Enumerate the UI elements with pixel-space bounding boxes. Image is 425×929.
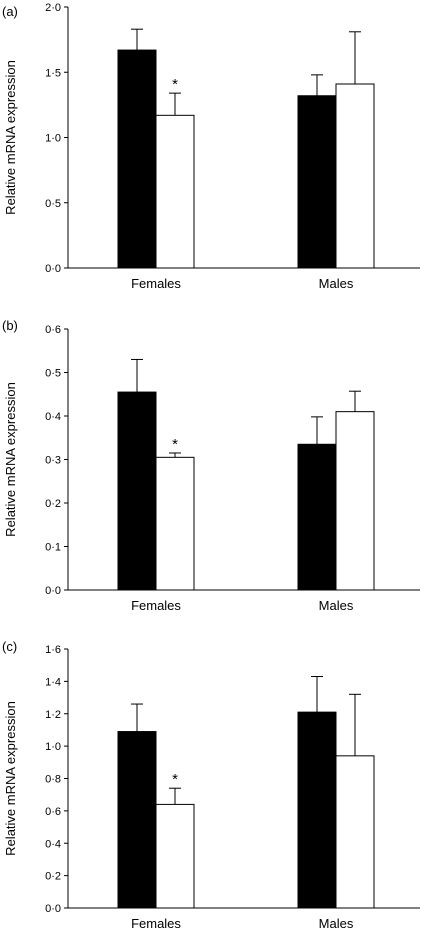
bar-females-black: [117, 731, 157, 909]
y-axis-label: Relative mRNA expression: [3, 701, 18, 856]
y-tick-label: 1·5: [45, 67, 61, 79]
y-tick-label: 1·0: [45, 133, 61, 145]
y-tick-label: 1·0: [45, 741, 61, 753]
y-axis-label: Relative mRNA expression: [3, 382, 18, 537]
y-tick-label: 1·2: [45, 709, 61, 721]
bar-females-black: [117, 391, 157, 591]
chart-panel-c: (c) 0·0 0·2 0·4 0·6 0·8 1·0 1·2 1·4 1·6 Relative m…: [2, 639, 420, 929]
category-label: Males: [319, 916, 354, 929]
chart-panel-a: (a) 0·0 0·5 1·0 1·5 2·0 Relative mRNA expressi…: [2, 2, 420, 291]
bar-males-white: [335, 755, 375, 909]
y-tick-label: 0·3: [45, 455, 61, 467]
category-label: Males: [319, 598, 354, 613]
bar-males-white: [335, 411, 375, 591]
y-tick-label: 0·0: [45, 263, 61, 275]
chart-panel-b: (b) 0·0 0·1 0·2 0·3 0·4 0·5 0·6 Relative mRNA ex…: [2, 318, 420, 613]
bar-females-white: [155, 456, 195, 591]
category-label: Females: [131, 598, 181, 613]
y-tick-label: 1·6: [45, 644, 61, 656]
bar-females-black: [117, 49, 157, 269]
y-tick-label: 0·6: [45, 806, 61, 818]
bar-males-white: [335, 83, 375, 269]
category-label: Females: [131, 916, 181, 929]
category-label: Males: [319, 276, 354, 291]
y-tick-label: 0·5: [45, 368, 61, 380]
y-tick-label: 0·6: [45, 324, 61, 336]
bar-males-black: [297, 443, 337, 591]
bar-females-white: [155, 114, 195, 269]
y-tick-label: 0·4: [45, 411, 61, 423]
bar-females-white: [155, 803, 195, 909]
y-tick-label: 0·2: [45, 498, 61, 510]
y-tick-label: 0·0: [45, 903, 61, 915]
y-tick-label: 1·4: [45, 676, 61, 688]
bar-males-black: [297, 95, 337, 269]
y-tick-label: 0·5: [45, 198, 61, 210]
y-tick-label: 0·0: [45, 585, 61, 597]
y-axis-label: Relative mRNA expression: [3, 60, 18, 215]
y-tick-label: 0·2: [45, 871, 61, 883]
y-tick-label: 2·0: [45, 2, 61, 14]
significance-asterisk: *: [172, 436, 178, 453]
significance-asterisk: *: [172, 771, 178, 788]
y-tick-label: 0·1: [45, 542, 61, 554]
bar-males-black: [297, 711, 337, 909]
category-label: Females: [131, 276, 181, 291]
panel-label: (a): [2, 4, 18, 19]
significance-asterisk: *: [172, 76, 178, 93]
panel-label: (c): [2, 639, 17, 654]
y-tick-label: 0·4: [45, 838, 61, 850]
y-tick-label: 0·8: [45, 774, 61, 786]
panel-label: (b): [2, 318, 18, 333]
